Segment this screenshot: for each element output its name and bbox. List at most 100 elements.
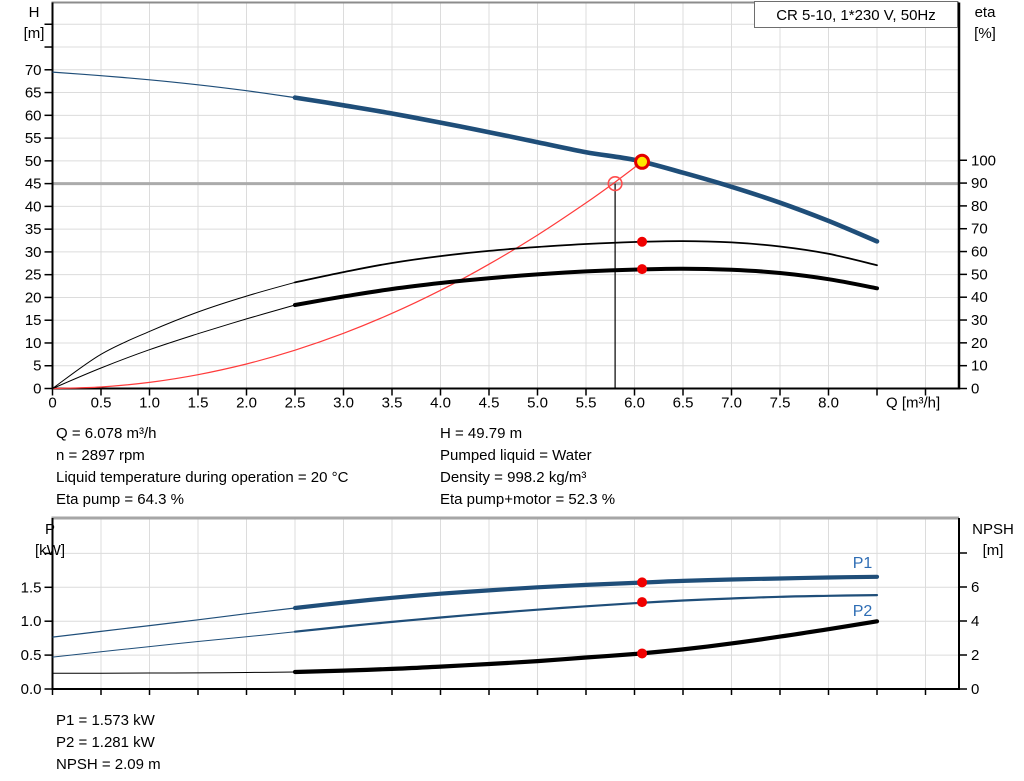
svg-text:80: 80 — [971, 198, 988, 215]
h-axis-label: H — [28, 4, 40, 21]
svg-text:55: 55 — [25, 130, 42, 147]
svg-text:70: 70 — [971, 221, 988, 238]
svg-text:15: 15 — [25, 312, 42, 329]
info-density: Density = 998.2 kg/m³ — [440, 469, 587, 486]
svg-text:1.5: 1.5 — [21, 579, 42, 596]
svg-text:5.5: 5.5 — [576, 395, 597, 412]
svg-text:20: 20 — [25, 289, 42, 306]
operating-point — [634, 153, 651, 170]
svg-text:1.0: 1.0 — [21, 613, 42, 630]
eta-pump-motor — [293, 266, 879, 307]
npsh-axis-label: NPSH — [972, 521, 1014, 538]
svg-text:30: 30 — [25, 244, 42, 261]
svg-text:8.0: 8.0 — [818, 395, 839, 412]
svg-text:0.5: 0.5 — [21, 647, 42, 664]
svg-text:1.5: 1.5 — [188, 395, 209, 412]
p-axis-label: P — [44, 521, 55, 538]
svg-text:20: 20 — [971, 335, 988, 352]
svg-text:60: 60 — [25, 107, 42, 124]
svg-text:6: 6 — [971, 579, 979, 596]
p2-curve-label: P2 — [853, 603, 873, 620]
svg-text:7.5: 7.5 — [770, 395, 791, 412]
p2-curve-thin — [52, 631, 296, 658]
p1-curve-label: P1 — [853, 555, 873, 572]
info-h: H = 49.79 m — [440, 425, 523, 442]
svg-text:35: 35 — [25, 221, 42, 238]
eta-axis-label: eta — [974, 4, 996, 21]
bottom-chart: 0.0 0.5 1.0 1.5 0 2 4 6 P1 P2 — [21, 516, 979, 698]
top-right-axis-unit: eta [%] — [962, 2, 1008, 44]
info-p2: P2 = 1.281 kW — [56, 734, 155, 751]
npsh-curve-thin — [52, 671, 296, 674]
eta-pump-motor-thin — [52, 304, 296, 389]
bottom-right-axis-unit: NPSH [m] — [964, 519, 1022, 561]
svg-text:0: 0 — [48, 395, 56, 412]
svg-text:2: 2 — [971, 647, 979, 664]
svg-text:10: 10 — [25, 335, 42, 352]
svg-text:40: 40 — [25, 198, 42, 215]
eta-axis-unit: [%] — [974, 25, 996, 42]
svg-text:Q [m³/h]: Q [m³/h] — [886, 395, 940, 412]
info-liquid-temp: Liquid temperature during operation = 20… — [56, 469, 349, 486]
svg-text:7.0: 7.0 — [721, 395, 742, 412]
svg-text:4.0: 4.0 — [430, 395, 451, 412]
svg-text:90: 90 — [971, 175, 988, 192]
info-pumped-liquid: Pumped liquid = Water — [440, 447, 592, 464]
eta-pump — [294, 240, 878, 284]
chart-title-box: CR 5-10, 1*230 V, 50Hz — [754, 1, 958, 28]
svg-text:2.5: 2.5 — [285, 395, 306, 412]
npsh-curve — [292, 619, 880, 675]
info-eta-pump: Eta pump = 64.3 % — [56, 491, 184, 508]
svg-text:5.0: 5.0 — [527, 395, 548, 412]
svg-text:6.5: 6.5 — [673, 395, 694, 412]
svg-text:65: 65 — [25, 85, 42, 102]
svg-text:3.5: 3.5 — [382, 395, 403, 412]
svg-text:10: 10 — [971, 358, 988, 375]
op-dot — [637, 577, 648, 588]
svg-text:0: 0 — [971, 681, 979, 698]
svg-text:6.0: 6.0 — [624, 395, 645, 412]
svg-text:30: 30 — [971, 312, 988, 329]
info-n: n = 2897 rpm — [56, 447, 145, 464]
svg-text:40: 40 — [971, 289, 988, 306]
svg-text:4.5: 4.5 — [479, 395, 500, 412]
svg-text:3.0: 3.0 — [333, 395, 354, 412]
p2-curve — [293, 594, 879, 633]
h-axis-unit: [m] — [23, 25, 45, 42]
svg-text:0.5: 0.5 — [91, 395, 112, 412]
npsh-axis-unit: [m] — [982, 542, 1004, 559]
bottom-left-axis-unit: P [kW] — [22, 519, 78, 561]
svg-text:2.0: 2.0 — [236, 395, 257, 412]
svg-text:0: 0 — [33, 381, 41, 398]
top-left-axis-unit: H [m] — [12, 2, 56, 44]
svg-text:0: 0 — [971, 381, 979, 398]
info-q: Q = 6.078 m³/h — [56, 425, 157, 442]
p1-curve — [292, 574, 880, 611]
p1-curve-thin — [52, 607, 296, 638]
op-dot — [637, 597, 648, 608]
svg-text:4: 4 — [971, 613, 979, 630]
svg-text:45: 45 — [25, 176, 42, 193]
p-axis-unit: [kW] — [35, 542, 65, 559]
eta-pump-thin — [52, 281, 296, 389]
svg-text:25: 25 — [25, 267, 42, 284]
duty-point-circle — [607, 176, 623, 192]
svg-text:1.0: 1.0 — [139, 395, 160, 412]
head-curve-thin — [52, 71, 296, 99]
svg-text:100: 100 — [971, 152, 996, 169]
system-curve-thin — [52, 161, 643, 390]
head-curve — [292, 95, 880, 244]
svg-text:50: 50 — [25, 153, 42, 170]
top-chart: 0 5 10 15 20 25 30 35 40 45 50 55 60 65 70 0 10 20 30 40 50 6… — [25, 1, 996, 412]
svg-text:0.0: 0.0 — [21, 681, 42, 698]
info-p1: P1 = 1.573 kW — [56, 712, 155, 729]
svg-text:60: 60 — [971, 244, 988, 261]
eta-dot — [637, 236, 648, 247]
info-eta-pump-motor: Eta pump+motor = 52.3 % — [440, 491, 616, 508]
eta-dot — [637, 264, 648, 275]
info-npsh: NPSH = 2.09 m — [56, 756, 161, 773]
svg-text:50: 50 — [971, 266, 988, 283]
op-dot — [637, 648, 648, 659]
